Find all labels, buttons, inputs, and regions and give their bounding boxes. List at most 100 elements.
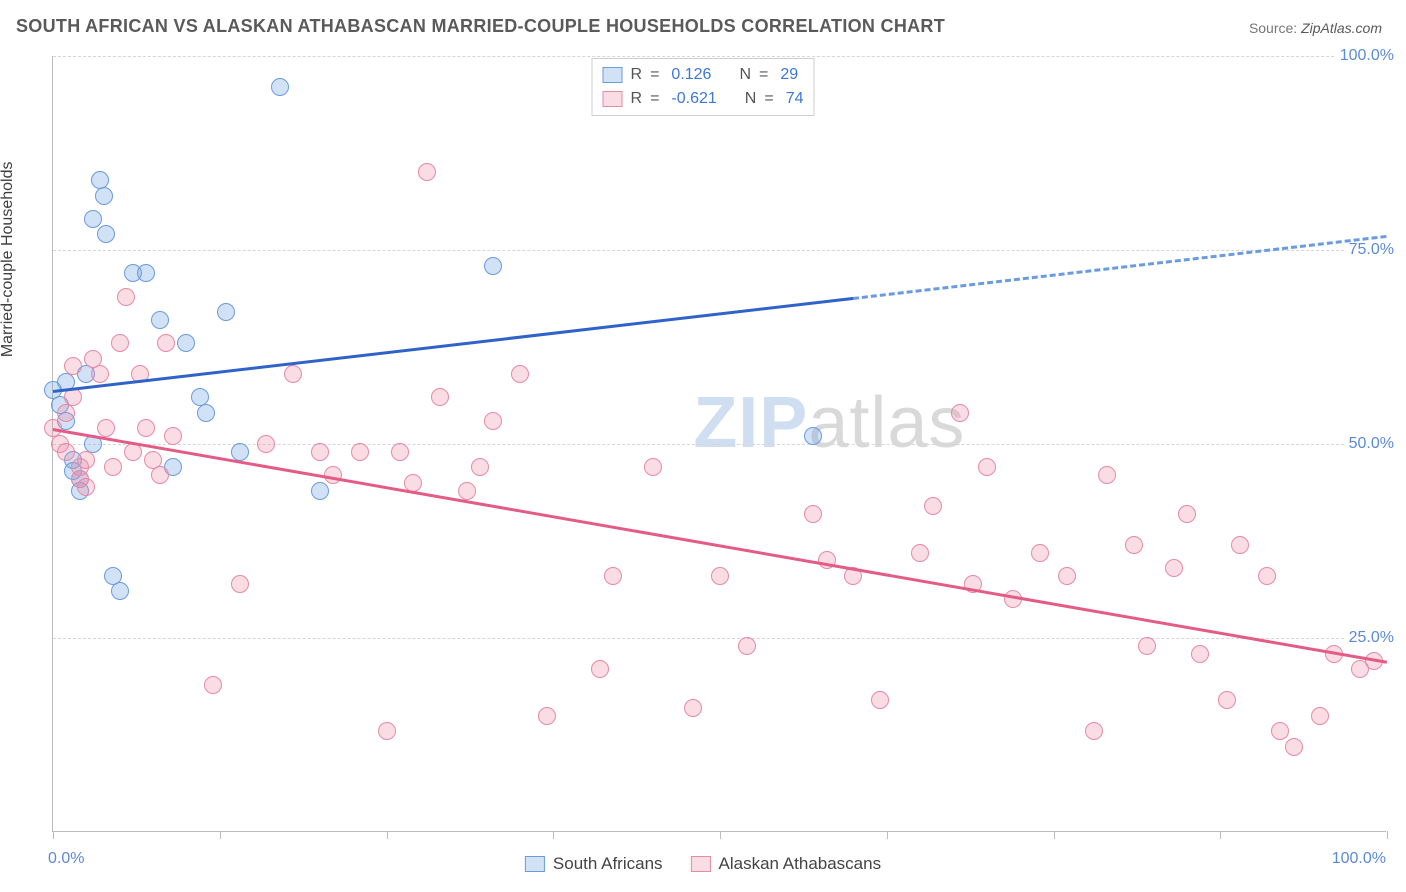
scatter-marker <box>911 544 929 562</box>
x-tick <box>1054 831 1055 839</box>
watermark-brand-a: ZIP <box>693 383 808 463</box>
legend-series: South Africans Alaskan Athabascans <box>525 854 881 874</box>
scatter-marker <box>77 478 95 496</box>
scatter-marker <box>471 458 489 476</box>
y-tick-label: 25.0% <box>1345 629 1394 647</box>
y-tick-label: 75.0% <box>1345 241 1394 259</box>
scatter-marker <box>91 365 109 383</box>
trend-line <box>53 428 1388 664</box>
legend-r-value-1: 0.126 <box>671 63 711 87</box>
scatter-marker <box>95 187 113 205</box>
legend-n-value-2: 74 <box>786 87 804 111</box>
scatter-marker <box>1311 707 1329 725</box>
y-axis-label: Married-couple Households <box>0 162 17 358</box>
scatter-marker <box>484 257 502 275</box>
legend-r-label: R <box>631 63 643 87</box>
scatter-marker <box>1138 637 1156 655</box>
legend-n-label: N <box>739 63 751 87</box>
legend-item-2: Alaskan Athabascans <box>691 854 882 874</box>
legend-swatch-series-1 <box>525 856 545 872</box>
y-tick-label: 50.0% <box>1345 435 1394 453</box>
scatter-marker <box>738 637 756 655</box>
scatter-marker <box>137 264 155 282</box>
scatter-marker <box>951 404 969 422</box>
legend-n-label: N <box>745 87 757 111</box>
scatter-marker <box>644 458 662 476</box>
scatter-marker <box>1271 722 1289 740</box>
scatter-marker <box>1098 466 1116 484</box>
source-credit: Source: ZipAtlas.com <box>1249 20 1382 36</box>
scatter-marker <box>591 660 609 678</box>
gridline <box>53 56 1394 57</box>
scatter-marker <box>231 575 249 593</box>
legend-r-value-2: -0.621 <box>671 87 716 111</box>
x-tick <box>887 831 888 839</box>
scatter-marker <box>111 334 129 352</box>
scatter-marker <box>271 78 289 96</box>
scatter-marker <box>97 419 115 437</box>
x-tick <box>720 831 721 839</box>
scatter-marker <box>197 404 215 422</box>
scatter-marker <box>378 722 396 740</box>
scatter-marker <box>711 567 729 585</box>
x-tick <box>220 831 221 839</box>
trend-line <box>853 234 1387 299</box>
scatter-marker <box>1231 536 1249 554</box>
scatter-marker <box>538 707 556 725</box>
scatter-marker <box>204 676 222 694</box>
equals-sign: = <box>759 63 768 87</box>
legend-swatch-series-1 <box>603 67 623 83</box>
x-axis-min-label: 0.0% <box>48 850 84 868</box>
scatter-marker <box>97 225 115 243</box>
x-tick <box>553 831 554 839</box>
legend-stats: R = 0.126 N = 29 R = -0.621 N = 74 <box>592 58 815 116</box>
scatter-marker <box>804 427 822 445</box>
scatter-marker <box>924 497 942 515</box>
scatter-marker <box>458 482 476 500</box>
scatter-marker <box>804 505 822 523</box>
scatter-marker <box>151 311 169 329</box>
scatter-marker <box>1191 645 1209 663</box>
scatter-marker <box>57 404 75 422</box>
scatter-marker <box>311 482 329 500</box>
legend-swatch-series-2 <box>603 91 623 107</box>
gridline <box>53 638 1394 639</box>
scatter-marker <box>157 334 175 352</box>
scatter-marker <box>117 288 135 306</box>
scatter-marker <box>1165 559 1183 577</box>
scatter-marker <box>84 210 102 228</box>
scatter-marker <box>391 443 409 461</box>
equals-sign: = <box>650 87 659 111</box>
legend-label-1: South Africans <box>553 854 663 874</box>
scatter-marker <box>77 451 95 469</box>
scatter-marker <box>311 443 329 461</box>
scatter-marker <box>1031 544 1049 562</box>
scatter-marker <box>431 388 449 406</box>
scatter-marker <box>351 443 369 461</box>
x-tick <box>53 831 54 839</box>
scatter-marker <box>284 365 302 383</box>
x-axis-max-label: 100.0% <box>1332 850 1386 868</box>
scatter-marker <box>1085 722 1103 740</box>
scatter-marker <box>57 443 75 461</box>
chart-title: SOUTH AFRICAN VS ALASKAN ATHABASCAN MARR… <box>16 16 945 37</box>
x-tick <box>1387 831 1388 839</box>
watermark-brand-b: atlas <box>808 383 965 463</box>
scatter-marker <box>604 567 622 585</box>
scatter-marker <box>1258 567 1276 585</box>
scatter-marker <box>151 466 169 484</box>
scatter-marker <box>871 691 889 709</box>
chart-plot-area: ZIPatlas 25.0%50.0%75.0%100.0% <box>52 56 1386 832</box>
x-tick <box>1220 831 1221 839</box>
scatter-marker <box>164 427 182 445</box>
legend-item-1: South Africans <box>525 854 663 874</box>
scatter-marker <box>1218 691 1236 709</box>
scatter-marker <box>1125 536 1143 554</box>
legend-stats-row-1: R = 0.126 N = 29 <box>603 63 804 87</box>
scatter-marker <box>137 419 155 437</box>
source-label: Source: <box>1249 20 1297 36</box>
scatter-marker <box>684 699 702 717</box>
scatter-marker <box>177 334 195 352</box>
equals-sign: = <box>650 63 659 87</box>
scatter-marker <box>978 458 996 476</box>
